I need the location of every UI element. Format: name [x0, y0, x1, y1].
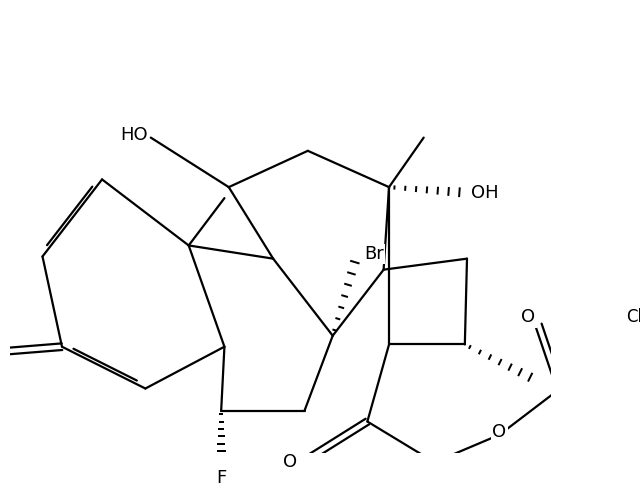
Text: O: O — [492, 423, 506, 441]
Text: F: F — [216, 469, 227, 487]
Text: OH: OH — [471, 184, 499, 202]
Text: Chiral: Chiral — [626, 308, 640, 326]
Text: HO: HO — [120, 126, 148, 144]
Text: Br: Br — [364, 245, 383, 263]
Text: O: O — [522, 308, 536, 326]
Text: O: O — [284, 453, 298, 471]
